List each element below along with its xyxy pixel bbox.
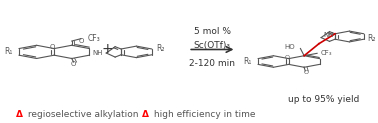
Text: Δ: Δ	[142, 110, 149, 119]
Text: 5 mol %: 5 mol %	[194, 27, 231, 36]
Text: up to 95% yield: up to 95% yield	[288, 95, 359, 104]
Text: CF₃: CF₃	[321, 50, 332, 56]
Text: NH: NH	[92, 50, 102, 56]
Text: R₂: R₂	[156, 45, 164, 54]
Text: high efficiency in time: high efficiency in time	[151, 110, 256, 119]
Text: O: O	[50, 44, 55, 50]
Text: CF₃: CF₃	[87, 34, 100, 43]
Text: NH: NH	[323, 32, 333, 38]
Text: R₁: R₁	[4, 47, 12, 56]
Text: HO: HO	[284, 44, 295, 50]
Text: O: O	[71, 61, 76, 67]
Text: +: +	[101, 42, 113, 56]
Text: O: O	[304, 70, 308, 75]
Text: R₁: R₁	[243, 57, 252, 66]
Text: R₂: R₂	[367, 34, 376, 43]
Text: 2-120 min: 2-120 min	[189, 59, 235, 68]
Text: O: O	[78, 38, 84, 44]
Text: regioselective alkylation: regioselective alkylation	[25, 110, 139, 119]
Text: Sc(OTf)₃: Sc(OTf)₃	[194, 41, 231, 50]
Text: O: O	[284, 55, 290, 60]
Text: Δ: Δ	[16, 110, 23, 119]
